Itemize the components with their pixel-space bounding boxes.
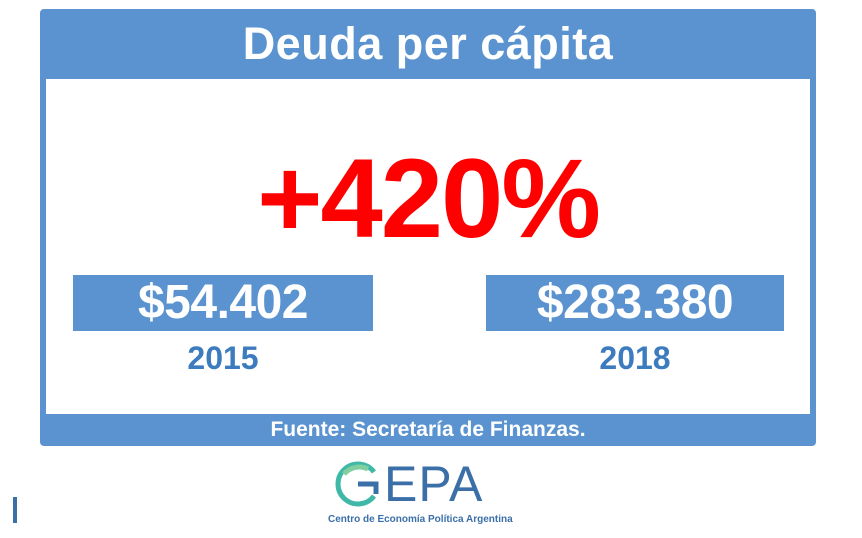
logo-subtitle: Centro de Economía Política Argentina bbox=[328, 514, 513, 525]
year-2015: 2015 bbox=[187, 340, 259, 376]
content-panel: +420% $54.402 $283.380 2015 2018 bbox=[46, 79, 810, 414]
value-2018-box: $283.380 bbox=[486, 275, 784, 331]
logo-wordmark: EPA bbox=[334, 456, 483, 512]
cepa-logo: EPA Centro de Economía Política Argentin… bbox=[320, 452, 520, 532]
title-bar: Deuda per cápita bbox=[40, 9, 816, 79]
cepa-logo-icon bbox=[335, 461, 379, 507]
logo-name: EPA bbox=[384, 456, 484, 512]
value-2018: $283.380 bbox=[536, 276, 734, 329]
title: Deuda per cápita bbox=[242, 18, 614, 69]
page-marker bbox=[13, 497, 17, 523]
year-2018: 2018 bbox=[599, 340, 671, 376]
source-bar: Fuente: Secretaría de Finanzas. bbox=[40, 414, 816, 446]
infographic-card: Deuda per cápita +420% $54.402 $283.380 … bbox=[40, 9, 816, 446]
increase-percentage: +420% bbox=[257, 136, 601, 261]
value-2015: $54.402 bbox=[137, 276, 309, 329]
value-2015-box: $54.402 bbox=[73, 275, 373, 331]
source-text: Fuente: Secretaría de Finanzas. bbox=[270, 418, 586, 441]
